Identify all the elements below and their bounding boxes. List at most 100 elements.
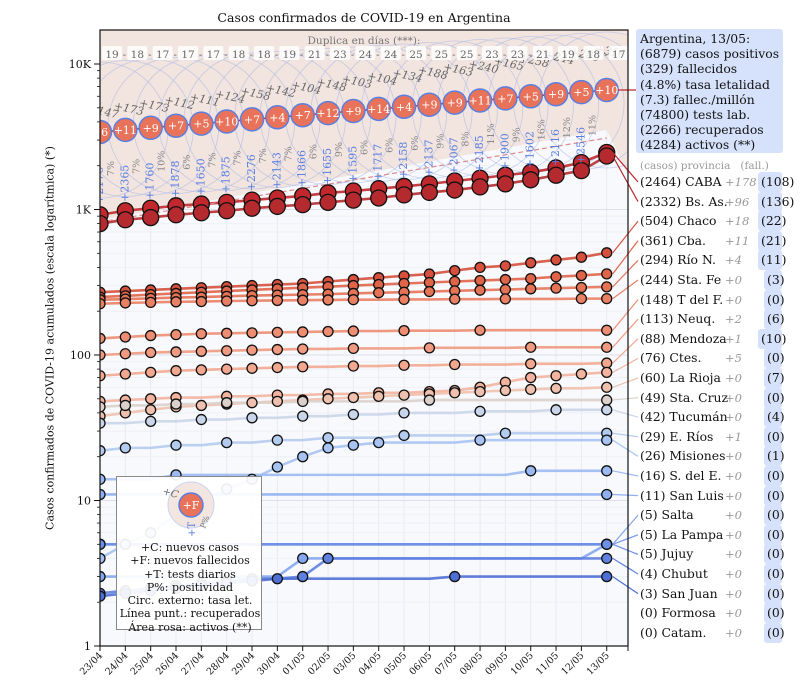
death-label: +7: [497, 92, 513, 105]
death-label: +6: [92, 126, 108, 139]
data-point: [550, 254, 562, 266]
legend-line: +C: nuevos casos: [140, 541, 240, 554]
province-deaths: (0): [764, 603, 785, 624]
data-point: [474, 284, 486, 296]
province-label: (113) Neuq.: [640, 311, 716, 327]
data-point: [271, 343, 284, 356]
data-point: [195, 295, 207, 308]
legend-p-label: P%: [198, 514, 211, 530]
death-circle: [391, 94, 417, 120]
data-point: [601, 488, 613, 501]
legend-line: Circ. externo: tasa let.: [127, 594, 253, 608]
new-cases-label: +111: [189, 90, 221, 109]
positivity-label: 6%: [309, 144, 320, 159]
death-circle: [290, 102, 315, 128]
province-connector: [612, 557, 639, 575]
data-point: [119, 348, 131, 360]
province-deaths: (6): [764, 309, 785, 330]
tests-label: +1875: [220, 156, 233, 193]
province-new-cases: +96: [725, 194, 750, 209]
province-new-cases: +178: [725, 175, 757, 189]
x-tick-label: 26/04: [154, 650, 181, 677]
doubling-bg: [558, 46, 579, 60]
data-point: [474, 405, 486, 417]
province-connector: [612, 514, 639, 545]
y-axis: 1 10 100 1K 10K: [69, 58, 100, 653]
province-deaths: (0): [764, 524, 785, 545]
death-label: +7: [295, 109, 311, 122]
data-point: [347, 391, 360, 404]
data-point: [271, 326, 284, 339]
doubling-value: 21: [536, 49, 549, 61]
data-point: [221, 295, 233, 307]
legend-line: P%: positividad: [146, 580, 234, 594]
province-label: (29) E. Ríos: [640, 428, 714, 444]
data-point: [550, 370, 562, 382]
y-tick-label: 1: [84, 640, 91, 653]
x-tick-label: 12/05: [559, 650, 586, 677]
data-point: [100, 488, 106, 501]
data-point: [449, 570, 461, 583]
province-connector: [612, 432, 639, 438]
data-point: [550, 382, 562, 394]
positivity-label: 7%: [207, 153, 218, 168]
data-point: [598, 147, 616, 165]
doubling-separator: -: [604, 50, 607, 61]
data-point: [449, 358, 461, 371]
province-deaths: (0): [764, 387, 785, 408]
doubling-bg: [507, 46, 528, 60]
data-point: [398, 389, 410, 401]
doubling-header: Duplica en días (***):: [308, 35, 421, 47]
data-point: [499, 384, 512, 397]
data-point: [601, 268, 613, 280]
summary-line: Argentina, 13/05:: [640, 31, 751, 46]
data-point: [221, 345, 233, 357]
doubling-separator: -: [528, 50, 531, 61]
province-label: (294) Río N.: [640, 252, 716, 268]
doubling-separator: -: [452, 50, 455, 61]
positivity-label: 12%: [562, 117, 573, 138]
data-point: [271, 461, 284, 473]
y-tick-label: 10: [77, 495, 91, 508]
data-point: [499, 273, 512, 286]
province-label: (3) San Juan: [640, 585, 718, 601]
x-tick-label: 23/04: [78, 650, 105, 677]
province-label: (2464) CABA: [640, 174, 722, 189]
data-point: [100, 214, 109, 233]
doubling-separator: -: [376, 50, 379, 61]
doubling-bg: [330, 46, 351, 60]
doubling-separator: -: [173, 50, 176, 61]
province-new-cases: +0: [725, 273, 742, 287]
province-new-cases: +0: [725, 586, 742, 601]
death-label: +9: [143, 122, 159, 135]
positivity-label: 6%: [385, 138, 396, 153]
summary-box: Argentina, 13/05: (6879) casos positivos…: [636, 29, 783, 153]
province-deaths: (0): [764, 564, 785, 584]
data-point: [347, 342, 360, 355]
death-label: +10: [215, 116, 238, 129]
tests-label: +1717: [372, 144, 385, 181]
positivity-label: 7%: [233, 150, 244, 165]
data-point: [145, 366, 157, 378]
data-point: [525, 358, 537, 370]
data-point: [221, 436, 233, 449]
data-point: [347, 439, 360, 451]
summary-line: (7.3) fallec./millón: [640, 91, 755, 107]
data-point: [145, 346, 157, 359]
data-point: [100, 445, 106, 457]
doubling-separator: -: [224, 50, 227, 61]
province-connector: [612, 397, 639, 401]
x-tick-label: 24/04: [103, 650, 130, 677]
province-label: (60) La Rioja: [640, 370, 721, 385]
data-point: [572, 161, 591, 180]
death-circle: [163, 113, 189, 138]
summary-line: (4284) activos (**): [640, 137, 756, 153]
summary-line: (329) fallecidos: [640, 61, 738, 77]
chart-title: Casos confirmados de COVID-19 en Argenti…: [217, 10, 511, 25]
data-point: [474, 385, 486, 398]
data-point: [601, 538, 613, 550]
positivity-label: 16%: [537, 119, 548, 140]
province-deaths: (3): [764, 270, 785, 290]
doubling-value: 25: [409, 49, 422, 61]
data-point: [525, 272, 537, 285]
